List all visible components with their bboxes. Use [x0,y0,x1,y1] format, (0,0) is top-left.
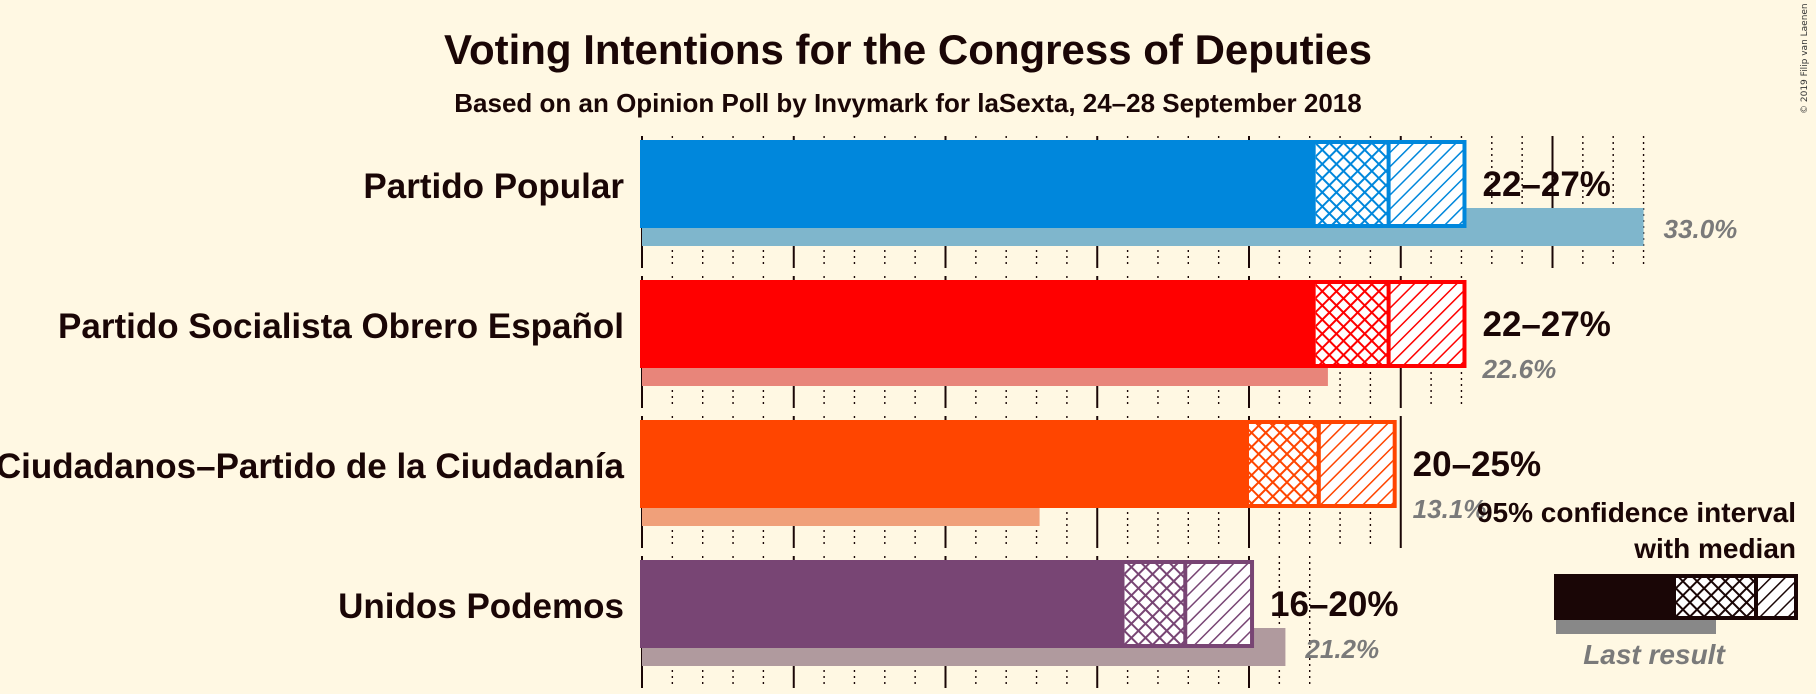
party-label: Ciudadanos–Partido de la Ciudadanía [0,447,625,486]
party-label: Partido Popular [363,167,624,206]
bar-outline [640,560,1255,648]
party-label: Unidos Podemos [338,587,624,626]
bar-solid [642,142,1316,226]
legend-cross-swatch [1676,576,1756,618]
bar-solid [642,562,1125,646]
bars: Partido Popular 22–27% 33.0% Partido Social… [0,140,1738,666]
last-result-label: 13.1% [1413,494,1487,524]
range-label: 22–27% [1482,305,1610,344]
bar-solid [642,422,1249,506]
range-label: 22–27% [1482,165,1610,204]
bar-ci-lower [1315,142,1389,226]
bar-ci-upper [1185,562,1253,646]
bar-ci-upper [1388,282,1465,366]
legend-outline [1554,574,1798,620]
range-label: 20–25% [1413,445,1541,484]
party-label: Partido Socialista Obrero Español [58,307,624,346]
bar-outline [640,140,1467,228]
bar-ci-lower [1249,422,1319,506]
bar-outline [640,420,1397,508]
legend-title-line1: 95% confidence interval [1477,497,1796,528]
chart-title: Voting Intentions for the Congress of De… [444,26,1372,73]
last-result-label: 22.6% [1481,354,1556,384]
last-result-label: 21.2% [1304,634,1379,664]
bar-ci-upper [1318,422,1395,506]
legend-solid-swatch [1556,576,1676,618]
legend-diag-swatch [1756,576,1796,618]
chart-subtitle: Based on an Opinion Poll by Invymark for… [454,88,1361,118]
bar-ci-upper [1388,142,1465,226]
bar-outline [640,280,1467,368]
bar-ci-lower [1315,282,1389,366]
bar-ci-lower [1124,562,1186,646]
range-label: 16–20% [1270,585,1398,624]
bar-solid [642,282,1316,366]
legend-title-line2: with median [1633,533,1796,564]
legend: 95% confidence interval with median Last r… [1477,497,1798,670]
copyright-note: © 2019 Filip van Laenen [1800,3,1810,114]
legend-last-result-label: Last result [1583,639,1726,670]
last-result-label: 33.0% [1664,214,1738,244]
